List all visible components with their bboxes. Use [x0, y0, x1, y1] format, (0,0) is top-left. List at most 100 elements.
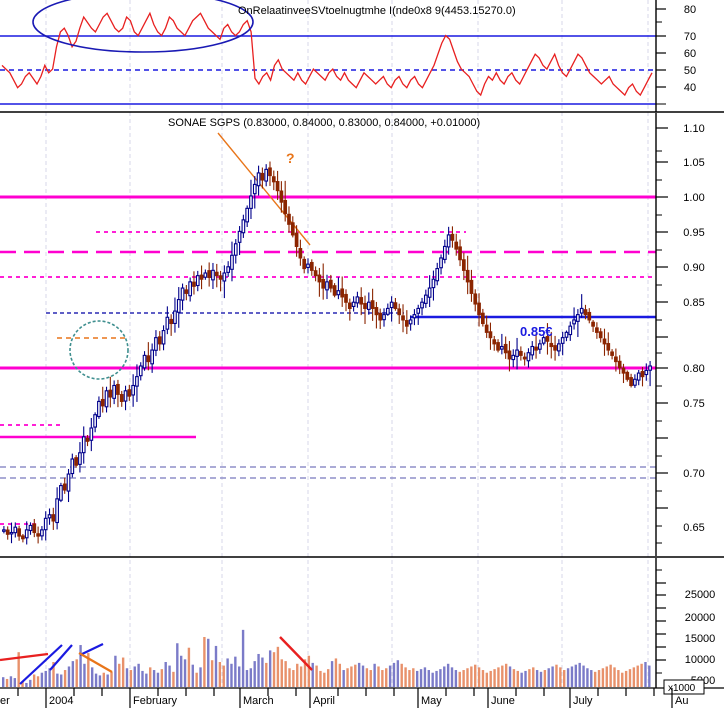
candle-body-up: [423, 294, 428, 304]
volume-bar-up: [156, 672, 160, 687]
volume-bar-up: [114, 655, 117, 687]
volume-bar-down: [102, 672, 105, 687]
volume-bar-down: [299, 666, 303, 687]
volume-bar-up: [419, 669, 423, 687]
candle-body-up: [557, 343, 561, 352]
candle-body-down: [85, 437, 90, 442]
price-tick-0-90: 0.90: [683, 262, 704, 274]
question-mark-annotation: ?: [286, 150, 295, 166]
rsi-axis: 80 70 60 50 40: [655, 0, 696, 112]
volume-bar-down: [400, 663, 403, 687]
volume-bar-down: [474, 664, 477, 687]
candle-body-down: [51, 514, 56, 522]
candle-body-down: [488, 331, 493, 339]
candle-body-up: [252, 183, 257, 195]
volume-bar-up: [207, 638, 210, 687]
volume-bar-down: [462, 670, 465, 687]
volume-bar-down: [516, 670, 519, 687]
volume-bar-down: [365, 668, 369, 687]
candle-body-down: [17, 528, 21, 537]
rsi-panel[interactable]: [0, 0, 656, 105]
candle-body-down: [458, 246, 462, 261]
candle-body-down: [503, 343, 508, 354]
volume-bar-down: [609, 664, 612, 687]
candle-body-down: [484, 324, 489, 333]
candle-body-up: [500, 345, 504, 350]
volume-bar-up: [439, 669, 442, 687]
candle-body-down: [214, 271, 219, 277]
candle-body-up: [336, 290, 341, 296]
support-price-label: 0.85€: [520, 324, 553, 339]
candle-body-up: [633, 378, 637, 386]
volume-bar-up: [67, 666, 71, 687]
volume-bar-up: [98, 675, 102, 687]
candle-body-up: [59, 485, 63, 501]
candle-body-down: [309, 261, 314, 271]
candle-body-down: [477, 302, 481, 316]
volume-bar-down: [303, 659, 307, 687]
candle-body-up: [389, 301, 394, 309]
volume-bar-up: [106, 674, 109, 687]
volume-bar-up: [330, 661, 334, 687]
volume-bar-up: [415, 670, 419, 687]
candle-body-down: [610, 351, 614, 356]
rsi-tick-50: 50: [684, 65, 696, 77]
volume-bar-down: [477, 667, 481, 687]
volume-bar-down: [605, 666, 608, 687]
candle-body-down: [36, 533, 40, 537]
candle-body-down: [283, 199, 288, 215]
candle-body-down: [184, 289, 189, 294]
candle-body-down: [108, 389, 113, 398]
candle-body-up: [264, 168, 269, 182]
volume-bar-down: [265, 662, 268, 687]
volume-bar-down: [640, 663, 643, 687]
volume-bar-down: [636, 665, 639, 687]
x-axis-labels: er 2004 February March April May June Ju…: [0, 695, 688, 707]
volume-unit-box: [663, 679, 705, 695]
candle-body-down: [629, 377, 633, 387]
volume-trendline-blue-3: [79, 643, 104, 656]
candle-body-up: [579, 307, 584, 314]
price-panel[interactable]: [0, 132, 656, 545]
candle-body-down: [279, 190, 284, 203]
rsi-tick-40: 40: [684, 82, 696, 94]
volume-bar-up: [535, 670, 539, 687]
candle-body-up: [2, 529, 6, 532]
candle-body-up: [233, 243, 238, 256]
volume-bar-down: [17, 652, 20, 687]
volume-bar-up: [454, 670, 458, 687]
volume-bar-down: [628, 669, 632, 687]
volume-bar-up: [311, 662, 314, 687]
candle-body-up: [636, 372, 641, 381]
volume-bar-down: [601, 668, 605, 687]
volume-bar-up: [48, 668, 51, 687]
volume-bar-up: [71, 661, 75, 687]
candle-body-up: [530, 345, 535, 356]
candle-body-up: [412, 314, 417, 319]
volume-bar-down: [528, 669, 531, 687]
volume-bar-up: [9, 676, 13, 687]
candle-body-up: [241, 219, 246, 234]
volume-bar-up: [392, 662, 396, 687]
candle-body-up: [81, 436, 86, 454]
candle-body-down: [617, 360, 622, 369]
volume-bar-down: [412, 668, 415, 687]
candle-body-up: [408, 319, 413, 325]
candle-body-down: [602, 338, 607, 345]
volume-panel[interactable]: [0, 629, 651, 687]
volume-bar-up: [29, 679, 32, 687]
volume-bar-up: [566, 668, 570, 687]
candle-body-up: [28, 524, 33, 532]
candle-body-down: [127, 389, 132, 397]
candle-body-down: [465, 269, 470, 283]
volume-bar-up: [13, 678, 17, 687]
candle-body-up: [188, 281, 193, 297]
volume-bar-up: [199, 667, 202, 687]
candle-body-down: [332, 285, 337, 296]
candle-body-down: [507, 350, 512, 360]
volume-trendline-red-left: [0, 652, 49, 662]
candle-body-down: [370, 300, 375, 309]
candle-body-down: [260, 172, 265, 181]
volume-bar-up: [570, 666, 574, 687]
